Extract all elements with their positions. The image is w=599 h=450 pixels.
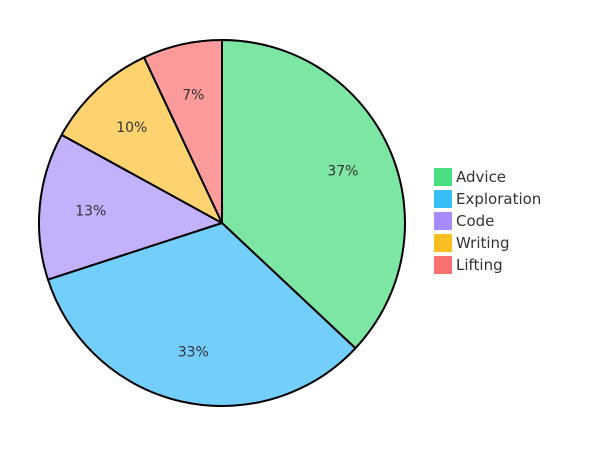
legend-item-lifting: Lifting: [434, 256, 503, 274]
pie-slice-lifting: [143, 39, 223, 224]
pie-slice-writing: [60, 56, 223, 224]
legend-swatch-advice: [434, 168, 452, 186]
legend-swatch-lifting: [434, 256, 452, 274]
legend-label-lifting: Lifting: [456, 256, 503, 274]
slice-label-advice: 37%: [327, 164, 358, 180]
pie-slice-advice: [221, 39, 406, 350]
slice-label-writing: 10%: [116, 120, 147, 136]
pie-value-labels: 37% 33% 13% 10% 7%: [75, 87, 358, 360]
legend-swatch-code: [434, 212, 452, 230]
legend-label-code: Code: [456, 212, 494, 230]
legend-item-exploration: Exploration: [434, 190, 541, 208]
legend-label-exploration: Exploration: [456, 190, 541, 208]
slice-label-code: 13%: [75, 204, 106, 220]
legend-item-advice: Advice: [434, 168, 506, 186]
legend-swatch-exploration: [434, 190, 452, 208]
legend-item-code: Code: [434, 212, 494, 230]
legend-label-advice: Advice: [456, 168, 506, 186]
legend-label-writing: Writing: [456, 234, 510, 252]
legend-swatch-writing: [434, 234, 452, 252]
legend: Advice Exploration Code Writing Lifting: [434, 168, 541, 274]
slice-label-lifting: 7%: [182, 87, 204, 103]
pie-slice-code: [38, 133, 223, 281]
slice-label-exploration: 33%: [178, 345, 209, 361]
legend-item-writing: Writing: [434, 234, 510, 252]
pie-slices: [38, 39, 406, 407]
pie-slice-exploration: [46, 222, 357, 407]
